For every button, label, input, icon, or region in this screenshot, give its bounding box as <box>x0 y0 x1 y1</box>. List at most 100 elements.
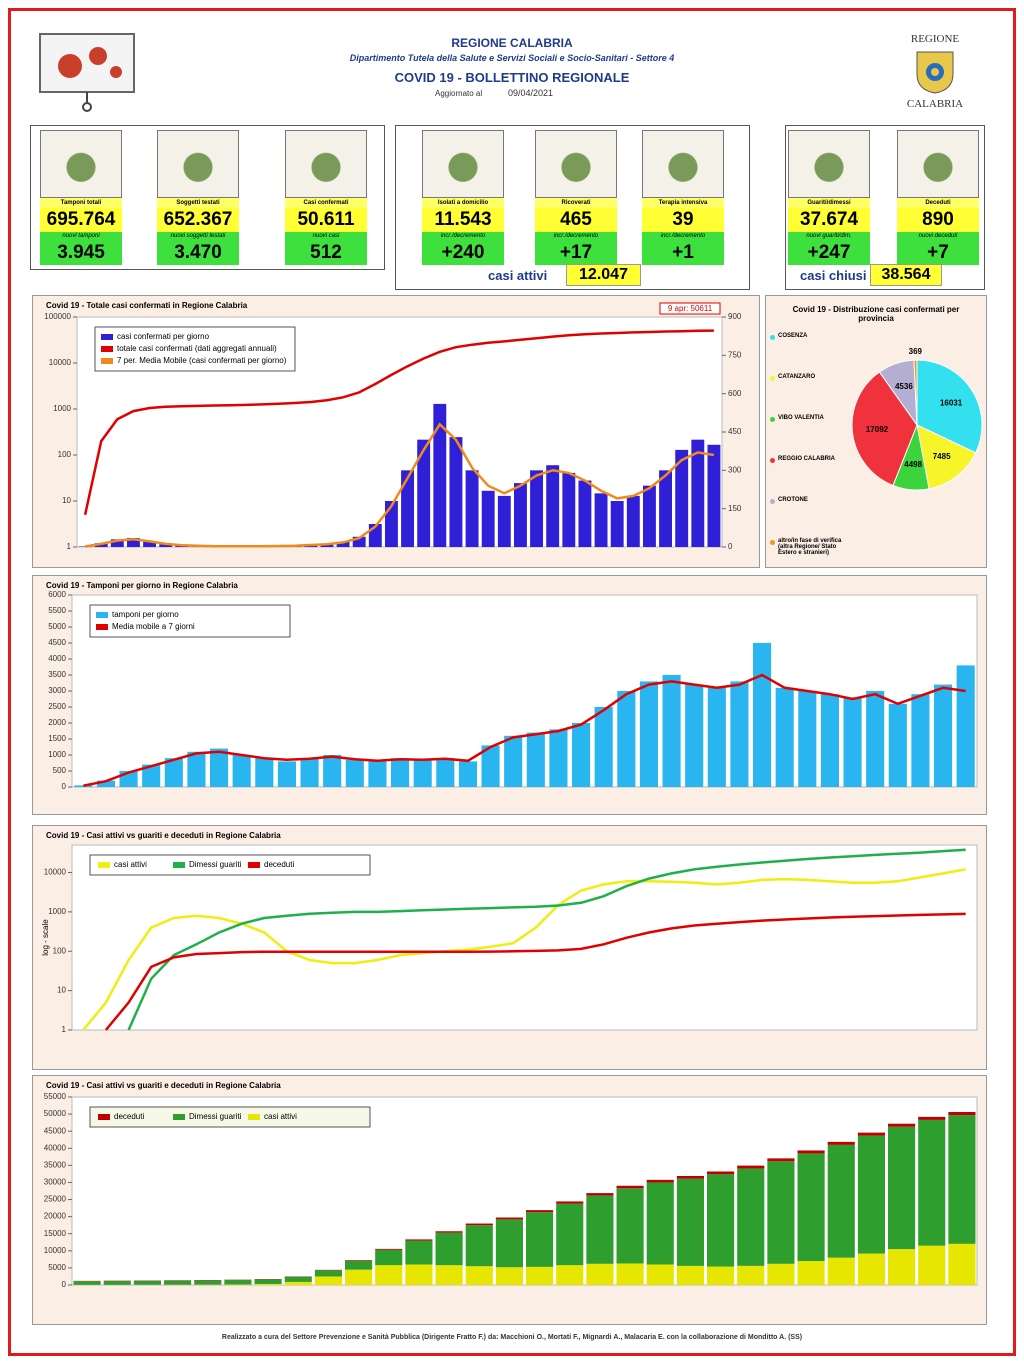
stacked-bar <box>676 1178 704 1266</box>
bar <box>159 544 173 547</box>
stat-sub-value: +7 <box>897 241 979 265</box>
legend-label: 7 per. Media Mobile (casi confermati per… <box>117 356 287 365</box>
bar <box>594 493 608 547</box>
stacked-bar <box>314 1270 342 1277</box>
y-tick-label: 1000 <box>53 404 71 413</box>
stacked-bar <box>284 1281 312 1285</box>
bar <box>866 691 885 787</box>
stacked-bar <box>646 1264 674 1285</box>
stacked-bar <box>556 1203 584 1266</box>
stat-value: 11.543 <box>422 208 504 232</box>
stacked-bar <box>586 1195 614 1264</box>
stat-title: Casi confermati <box>285 198 367 208</box>
pie-legend-dot <box>770 417 775 422</box>
bar <box>187 751 206 787</box>
pie-value: 369 <box>909 347 923 356</box>
stacked-bar <box>857 1135 885 1254</box>
pie-legend-label: CROTONE <box>778 497 808 503</box>
stacked-bar <box>314 1276 342 1285</box>
chart-title: Covid 19 - Totale casi confermati in Reg… <box>46 301 248 310</box>
bar <box>685 684 704 787</box>
logo-top: REGIONE <box>910 33 960 45</box>
y-tick-label: 100 <box>53 946 67 955</box>
chart-panel: 16031 7485 4498 17092 4536 369 <box>765 295 987 568</box>
stat-icon <box>285 130 367 198</box>
stacked-bar <box>345 1269 373 1285</box>
bar <box>798 691 817 787</box>
stacked-bar <box>224 1284 252 1285</box>
stacked-bar <box>465 1225 493 1267</box>
pie-legend-label: altro/in fase di verifica (altra Regione… <box>778 538 842 556</box>
bar <box>691 439 705 547</box>
bar <box>775 687 794 787</box>
stacked-bar <box>526 1212 554 1267</box>
stacked-bar <box>495 1219 523 1268</box>
stat-title: Tamponi totali <box>40 198 122 208</box>
stat-icon <box>642 130 724 198</box>
stacked-bar <box>797 1153 825 1262</box>
y-tick-label: 3500 <box>48 670 66 679</box>
pie-legend-label: COSENZA <box>778 333 808 339</box>
stacked-bar <box>616 1263 644 1285</box>
stacked-bar <box>888 1123 916 1127</box>
legend-swatch <box>101 358 113 364</box>
stat-value: 37.674 <box>788 208 870 232</box>
stat-value: 465 <box>535 208 617 232</box>
stat-value: 50.611 <box>285 208 367 232</box>
active-label: casi attivi <box>488 268 548 283</box>
bar <box>662 675 681 787</box>
bar <box>481 490 495 547</box>
legend-swatch <box>101 346 113 352</box>
pie-value: 7485 <box>933 452 951 461</box>
page-border <box>8 8 1016 1356</box>
stat-icon <box>40 130 122 198</box>
stat-title: Deceduti <box>897 198 979 208</box>
bar <box>323 755 342 787</box>
stacked-bar <box>827 1141 855 1145</box>
stacked-bar <box>857 1132 885 1136</box>
bar <box>384 501 398 547</box>
stat-title: Terapia intensiva <box>642 198 724 208</box>
legend-swatch <box>98 1114 110 1120</box>
bar <box>110 539 124 547</box>
y-tick-label: 100000 <box>44 312 71 321</box>
y-tick-label: 10000 <box>44 1246 67 1255</box>
stacked-bar <box>797 1261 825 1285</box>
stacked-bar <box>707 1174 735 1267</box>
bar <box>572 723 591 787</box>
y-tick-label: 0 <box>62 782 67 791</box>
bar <box>352 536 366 547</box>
pie-legend-dot <box>770 540 775 545</box>
bar <box>843 697 862 787</box>
stacked-bar <box>707 1266 735 1285</box>
plot-area <box>71 844 978 1031</box>
stat-sub-label: nuovi casi <box>285 232 367 241</box>
region-logo <box>916 51 954 94</box>
pie-legend-dot <box>770 376 775 381</box>
stacked-bar <box>435 1232 463 1266</box>
stacked-bar <box>616 1185 644 1189</box>
bar <box>562 472 576 547</box>
updated-date: 09/04/2021 <box>508 88 554 98</box>
bar <box>617 691 636 787</box>
bar <box>639 681 658 787</box>
bar <box>707 687 726 787</box>
stat-icon <box>897 130 979 198</box>
stacked-bar <box>375 1248 403 1250</box>
stacked-bar <box>345 1260 373 1270</box>
stacked-bar <box>767 1158 795 1162</box>
bar <box>401 470 415 547</box>
stacked-bar <box>797 1150 825 1154</box>
stacked-bar <box>918 1116 946 1120</box>
y-tick-label: 10 <box>57 986 66 995</box>
bar <box>888 703 907 787</box>
stacked-bar <box>888 1249 916 1285</box>
y-tick-label: 10000 <box>44 868 67 877</box>
bar <box>626 495 640 547</box>
stacked-bar <box>435 1265 463 1285</box>
stat-sub-label: incr./decremento <box>642 232 724 241</box>
bar <box>417 439 431 547</box>
bar <box>504 735 523 787</box>
chart-panel: Covid 19 - Totale casi confermati in Reg… <box>32 295 760 568</box>
stacked-bar <box>375 1249 403 1266</box>
